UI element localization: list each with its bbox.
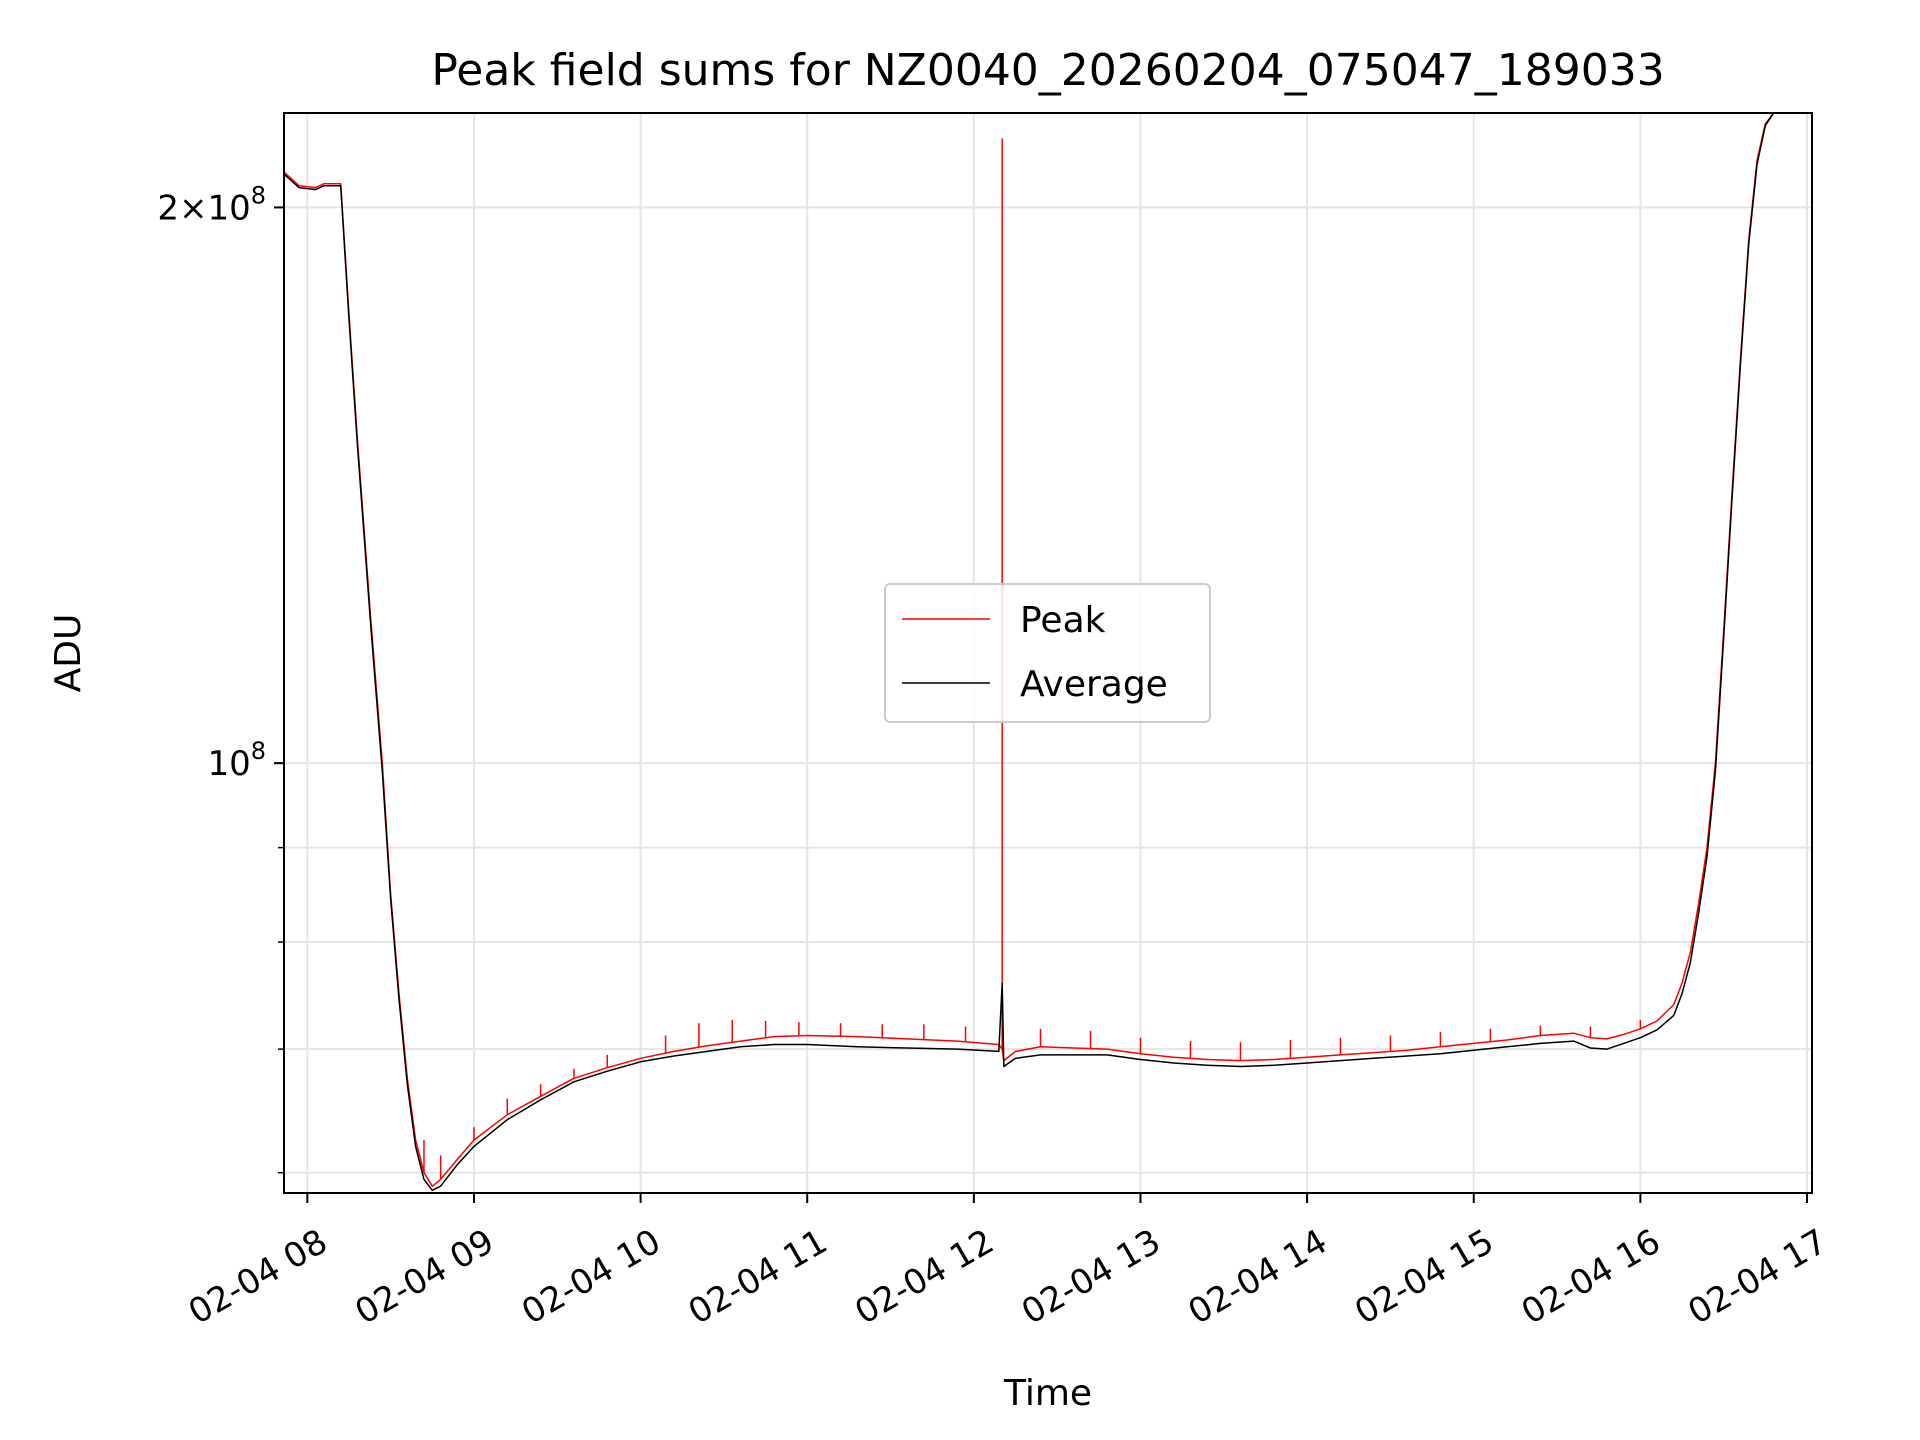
x-axis-label: Time [1003, 1373, 1092, 1414]
y-tick-label: 2×108 [157, 181, 266, 228]
y-axis: 108 2×108 [157, 181, 284, 1174]
series-average-line [284, 113, 1812, 1192]
y-tick-label: 108 [207, 737, 266, 784]
legend-peak-label: Peak [1020, 600, 1106, 641]
plot-frame [283, 112, 1813, 1194]
chart-title: Peak field sums for NZ0040_20260204_0750… [431, 45, 1664, 96]
y-axis-label: ADU [48, 614, 89, 693]
legend: Peak Average [884, 583, 1211, 723]
grid [284, 113, 1812, 1193]
legend-average-label: Average [1020, 664, 1168, 705]
